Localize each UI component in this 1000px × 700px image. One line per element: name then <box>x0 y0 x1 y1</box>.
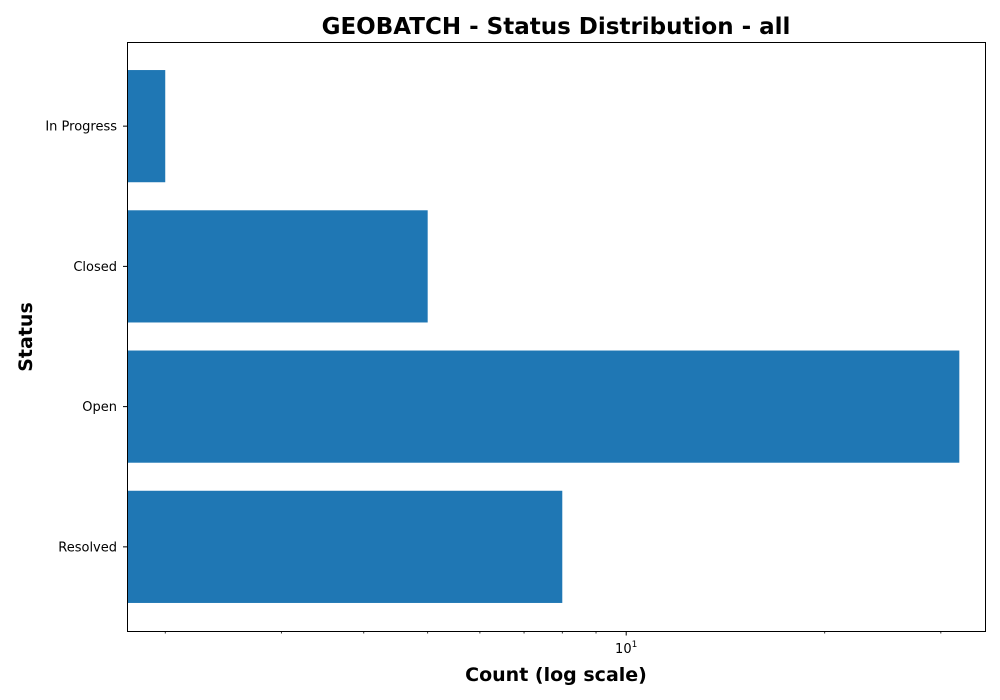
x-tick-label-exponent: 1 <box>632 640 638 650</box>
bar-in-progress <box>127 70 166 183</box>
y-tick-label-open: Open <box>82 400 117 415</box>
plot-area-frame <box>127 42 986 632</box>
x-tick-label-base: 10 <box>615 642 632 657</box>
x-tick-label: 101 <box>615 640 637 657</box>
chart-title: GEOBATCH - Status Distribution - all <box>322 14 791 40</box>
y-tick-label-closed: Closed <box>73 260 117 275</box>
x-axis-ticks: 101 <box>164 631 942 657</box>
y-tick-label-resolved: Resolved <box>58 540 117 555</box>
bar-open <box>127 350 960 463</box>
bars-group <box>127 70 960 603</box>
y-tick-label-in-progress: In Progress <box>45 120 117 135</box>
y-axis-ticks: In Progress Closed Open Resolved <box>45 120 127 555</box>
bar-closed <box>127 210 428 323</box>
x-axis-label: Count (log scale) <box>465 664 647 686</box>
y-axis-label: Status <box>15 302 37 372</box>
bar-resolved <box>127 490 563 603</box>
